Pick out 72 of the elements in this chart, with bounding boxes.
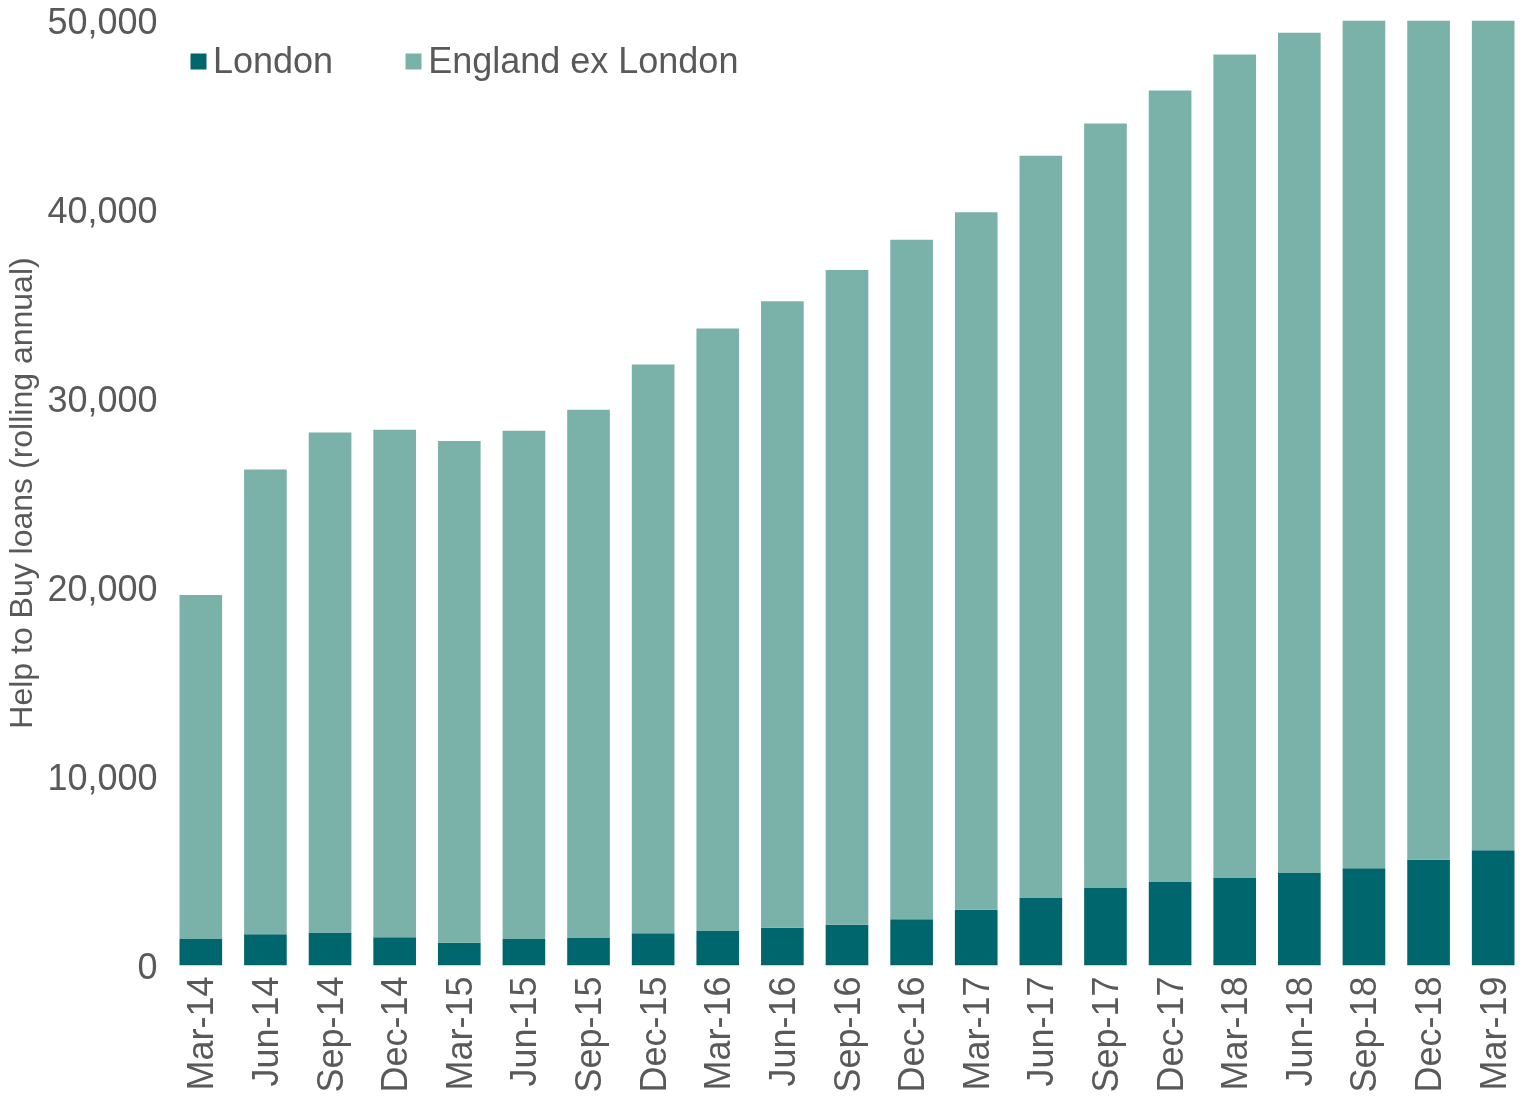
bar: [1019, 897, 1063, 966]
bar: [437, 441, 481, 943]
x-tick-label: Dec-16: [891, 976, 933, 1093]
bar: [179, 939, 223, 966]
bar: [761, 301, 804, 928]
bar: [373, 429, 416, 938]
bar: [825, 924, 869, 966]
x-tick-label: Dec-14: [374, 976, 416, 1093]
x-tick-label: Sep-14: [309, 976, 351, 1093]
bar: [631, 933, 675, 966]
y-tick-label: 50,000: [47, 0, 158, 42]
bar: [890, 919, 933, 966]
x-tick-label: Mar-16: [697, 976, 739, 1091]
y-tick-label: 30,000: [47, 378, 158, 420]
bar: [567, 409, 610, 939]
bar: [373, 937, 416, 966]
x-tick-label: Jun-17: [1020, 976, 1062, 1087]
y-tick-label: 20,000: [47, 567, 158, 609]
y-tick-label: 10,000: [47, 756, 158, 798]
bar: [1278, 872, 1321, 966]
x-tick-label: Mar-18: [1214, 976, 1256, 1091]
legend-label: London: [213, 40, 334, 82]
bar: [1148, 90, 1192, 882]
x-tick-label: Jun-16: [761, 976, 803, 1087]
x-tick-label: Mar-14: [180, 976, 222, 1091]
x-tick-label: Mar-19: [1472, 976, 1514, 1091]
bar: [954, 909, 998, 966]
bar: [1407, 20, 1450, 860]
bar: [1471, 20, 1515, 851]
bar: [696, 328, 740, 931]
bar: [631, 364, 675, 934]
bar: [567, 938, 610, 966]
bar: [1019, 155, 1063, 898]
y-tick-label: 0: [137, 945, 158, 987]
bar: [244, 934, 287, 966]
bar: [1213, 54, 1257, 878]
x-tick-label: Jun-18: [1278, 976, 1320, 1087]
bar: [308, 432, 352, 933]
bar: [1148, 881, 1192, 966]
bar: [890, 239, 933, 920]
x-tick-label: Sep-17: [1084, 976, 1126, 1093]
x-tick-label: Mar-15: [438, 976, 480, 1091]
bar: [502, 430, 546, 940]
x-tick-label: Dec-15: [632, 976, 674, 1093]
bar: [179, 595, 223, 940]
bar: [1084, 123, 1127, 889]
legend-label: England ex London: [428, 40, 739, 82]
bar: [502, 939, 546, 966]
bar: [244, 469, 287, 935]
bar: [761, 927, 804, 966]
bar: [1471, 850, 1515, 966]
x-tick-label: Dec-18: [1408, 976, 1450, 1093]
bar: [1407, 859, 1450, 966]
x-tick-label: Sep-15: [568, 976, 610, 1093]
bar: [954, 212, 998, 910]
bar: [1084, 888, 1127, 966]
x-tick-label: Sep-18: [1343, 976, 1385, 1093]
x-tick-label: Mar-17: [955, 976, 997, 1091]
bar: [1278, 32, 1321, 873]
bar: [308, 932, 352, 966]
bar: [1342, 868, 1386, 966]
bar: [825, 269, 869, 925]
x-tick-label: Jun-15: [503, 976, 545, 1087]
bar: [696, 930, 740, 966]
y-tick-label: 40,000: [47, 189, 158, 231]
bar: [1213, 877, 1257, 966]
x-tick-label: Sep-16: [826, 976, 868, 1093]
bar: [1342, 20, 1386, 869]
x-tick-label: Jun-14: [244, 976, 286, 1087]
x-tick-label: Dec-17: [1149, 976, 1191, 1093]
y-axis-title: Help to Buy loans (rolling annual): [3, 257, 40, 729]
bar: [437, 942, 481, 966]
